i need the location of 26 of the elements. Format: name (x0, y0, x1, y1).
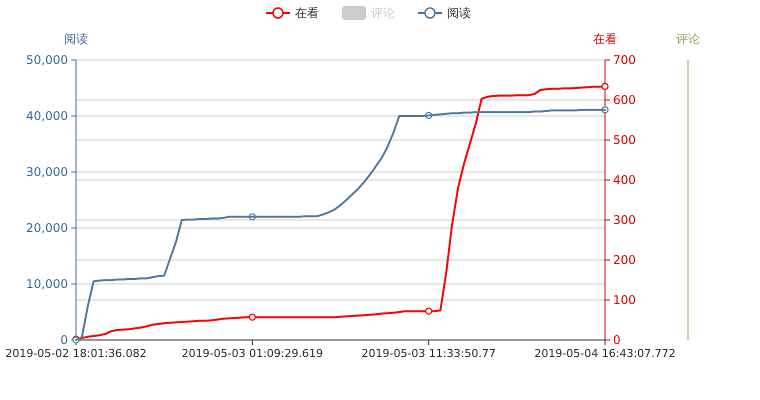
x-tick-label: 2019-05-04 16:43:07.772 (534, 347, 676, 360)
y-tick-label: 10,000 (26, 277, 68, 291)
y3-axis-title: 评论 (676, 32, 700, 46)
y2-axis-title: 在看 (593, 32, 617, 46)
y-tick-label: 30,000 (26, 165, 68, 179)
point (425, 308, 432, 315)
y2-tick-label: 700 (613, 53, 636, 67)
y2-tick-label: 400 (613, 173, 636, 187)
y-tick-label: 20,000 (26, 221, 68, 235)
y2-tick-label: 100 (613, 293, 636, 307)
point (248, 314, 256, 321)
y-axis-title: 阅读 (64, 32, 88, 46)
y2-tick-label: 600 (613, 93, 636, 107)
y-tick-label: 40,000 (26, 109, 68, 123)
x-tick-label: 2019-05-03 01:09:29.619 (182, 347, 323, 360)
legend-label: 在看 (295, 6, 319, 20)
y2-tick-label: 500 (613, 133, 636, 147)
x-tick-label: 2019-05-02 18:01:36.082 (5, 347, 147, 360)
legend-label: 阅读 (447, 6, 471, 20)
x-tick-label: 2019-05-03 11:33:50.77 (362, 347, 496, 360)
y2-tick-label: 200 (613, 253, 636, 267)
y2-tick-label: 300 (613, 213, 636, 227)
y-tick-label: 50,000 (26, 53, 68, 67)
y2-tick-label: 0 (613, 333, 621, 347)
point (601, 82, 609, 90)
y-tick-label: 0 (60, 333, 68, 347)
